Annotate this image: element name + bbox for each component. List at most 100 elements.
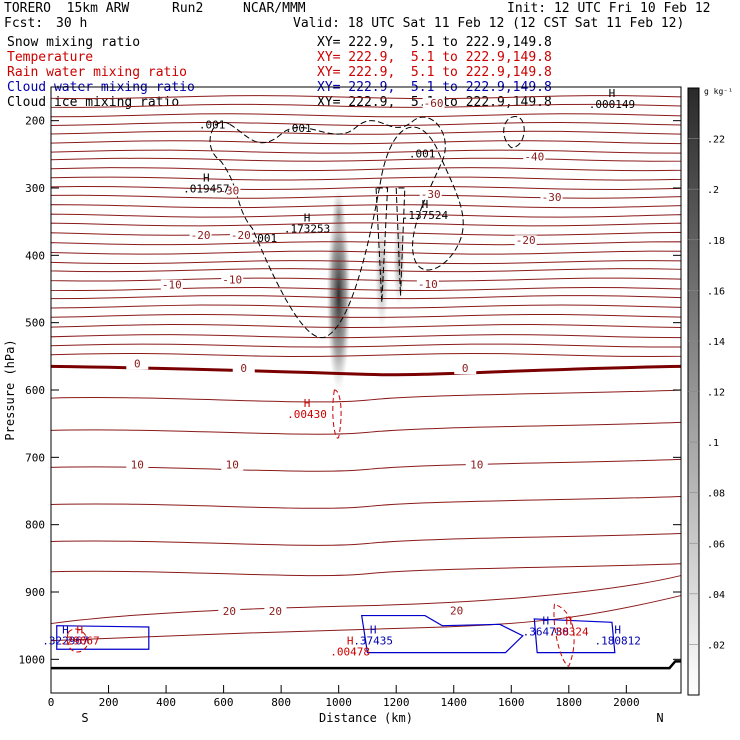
isotherm-line xyxy=(50,334,682,339)
isotherm-line-lower xyxy=(50,389,682,403)
header-fcst-value: 30 h xyxy=(56,16,88,31)
isotherm-label-bg xyxy=(540,192,563,204)
isotherm-line-lower xyxy=(50,495,682,509)
isotherm-line xyxy=(50,176,682,181)
isotherm-label-bg xyxy=(416,278,439,290)
colorbar-tick-label: .22 xyxy=(707,135,725,146)
isotherm-label-bg xyxy=(454,363,477,375)
maximum-value: .000149 xyxy=(589,98,635,111)
legend-temperature-label: Temperature xyxy=(7,50,94,65)
isotherm-line xyxy=(50,157,682,162)
rain-contour-upper xyxy=(332,389,342,439)
isotherm-label: -10 xyxy=(162,279,182,292)
header-run: Run2 xyxy=(172,1,204,16)
isotherm-label-bg xyxy=(221,459,244,471)
isotherm-label: -10 xyxy=(418,278,438,291)
isotherm-line xyxy=(50,352,682,357)
x-axis-label: Distance (km) xyxy=(319,711,413,725)
rain-contour-lower xyxy=(553,603,575,667)
isotherm-line-lower xyxy=(50,421,682,435)
ice-contour-label: .001 xyxy=(251,232,278,245)
isotherm-line xyxy=(50,122,682,127)
ground-line xyxy=(51,660,681,670)
x-tick-label: 600 xyxy=(214,696,234,709)
isotherm-label: -20 xyxy=(191,229,211,242)
isotherm-label: -10 xyxy=(222,273,242,286)
colorbar-tick-label: .04 xyxy=(707,590,725,601)
maximum-mark: H xyxy=(542,614,549,627)
isotherm-line xyxy=(50,268,682,273)
isotherm-label: 20 xyxy=(223,605,236,618)
x-tick-label: 1800 xyxy=(556,696,583,709)
isotherm-line xyxy=(50,113,682,118)
isotherm-line xyxy=(50,186,682,191)
x-tick-label: 400 xyxy=(156,696,176,709)
isotherm-label-bg xyxy=(422,97,445,109)
isotherm-label: 10 xyxy=(470,458,483,471)
isotherm-label: 20 xyxy=(450,605,463,618)
isotherm-label: -30 xyxy=(219,184,239,197)
colorbar-tick-label: .08 xyxy=(707,489,725,500)
y-tick-label: 300 xyxy=(25,182,45,195)
isotherm-label-bg xyxy=(229,229,252,241)
y-tick-label: 400 xyxy=(25,249,45,262)
legend-snow-label: Snow mixing ratio xyxy=(7,35,141,50)
header-model: TORERO 15km ARW xyxy=(4,1,130,16)
isotherm-label-bg xyxy=(160,279,183,291)
y-tick-label: 900 xyxy=(25,586,45,599)
maximum-value: .37435 xyxy=(353,635,393,648)
legend-rain-xy: XY= 222.9, 5.1 to 222.9,149.8 xyxy=(317,65,552,80)
isotherm-label-bg xyxy=(419,188,442,200)
isotherm-line xyxy=(50,149,682,154)
ice-contour-label: .001 xyxy=(285,122,312,135)
cloud-water-contour xyxy=(56,625,150,650)
isotherm-line xyxy=(50,287,682,291)
isotherm-label: 0 xyxy=(240,362,247,375)
legend-cloud-ice-label: Cloud ice mixing ratio xyxy=(7,95,180,110)
cloud-ice-contour-col1 xyxy=(375,187,389,303)
header-org: NCAR/MMM xyxy=(243,1,306,16)
isotherm-line xyxy=(50,295,682,300)
maximum-value: .173253 xyxy=(284,223,330,236)
y-tick-label: 600 xyxy=(25,384,45,397)
x-tick-label: 2000 xyxy=(613,696,640,709)
legend-rain-label: Rain water mixing ratio xyxy=(7,65,188,80)
x-tick-label: 200 xyxy=(99,696,119,709)
maximum-mark: H xyxy=(203,171,210,184)
isotherm-label: -30 xyxy=(542,191,562,204)
isotherm-label: 0 xyxy=(134,357,141,370)
colorbar-tick-label: .02 xyxy=(707,640,725,651)
isotherm-line xyxy=(50,304,682,309)
header-init: Init: 12 UTC Fri 10 Feb 12 xyxy=(507,1,711,16)
isotherm-line xyxy=(50,231,682,236)
isotherm-label-bg xyxy=(126,358,149,370)
isotherm-line xyxy=(50,95,682,100)
isotherm-label-bg xyxy=(189,229,212,241)
x-right-label: N xyxy=(656,711,663,725)
y-tick-label: 500 xyxy=(25,317,45,330)
isotherm-line xyxy=(50,222,682,227)
isotherm-line-lower xyxy=(50,458,682,472)
maximum-value: .00430 xyxy=(287,408,327,421)
y-tick-label: 200 xyxy=(25,115,45,128)
isotherm-line xyxy=(50,103,682,108)
ice-contour-label: .001 xyxy=(409,148,436,161)
colorbar-tick-label: .1 xyxy=(707,438,719,449)
maximum-value: .137524 xyxy=(402,209,449,222)
maximum-mark: H xyxy=(370,624,377,637)
header-fcst-label: Fcst: xyxy=(4,16,44,31)
maximum-mark: H xyxy=(76,624,83,637)
maximum-value: .30324 xyxy=(549,625,589,638)
isotherm-label-bg xyxy=(221,274,244,286)
x-tick-label: 800 xyxy=(271,696,291,709)
isotherm-line-lower xyxy=(50,533,682,546)
maximum-mark: H xyxy=(62,624,69,637)
isotherm-label: -20 xyxy=(231,229,251,242)
rain-contour-left xyxy=(66,628,89,653)
isotherm-label: -20 xyxy=(516,234,536,247)
isotherm-line xyxy=(50,167,682,172)
cloud-ice-contour xyxy=(209,116,464,339)
maximum-value: .180812 xyxy=(595,635,641,648)
isotherm-label-bg xyxy=(264,606,287,618)
colorbar-tick-label: .16 xyxy=(707,286,725,297)
